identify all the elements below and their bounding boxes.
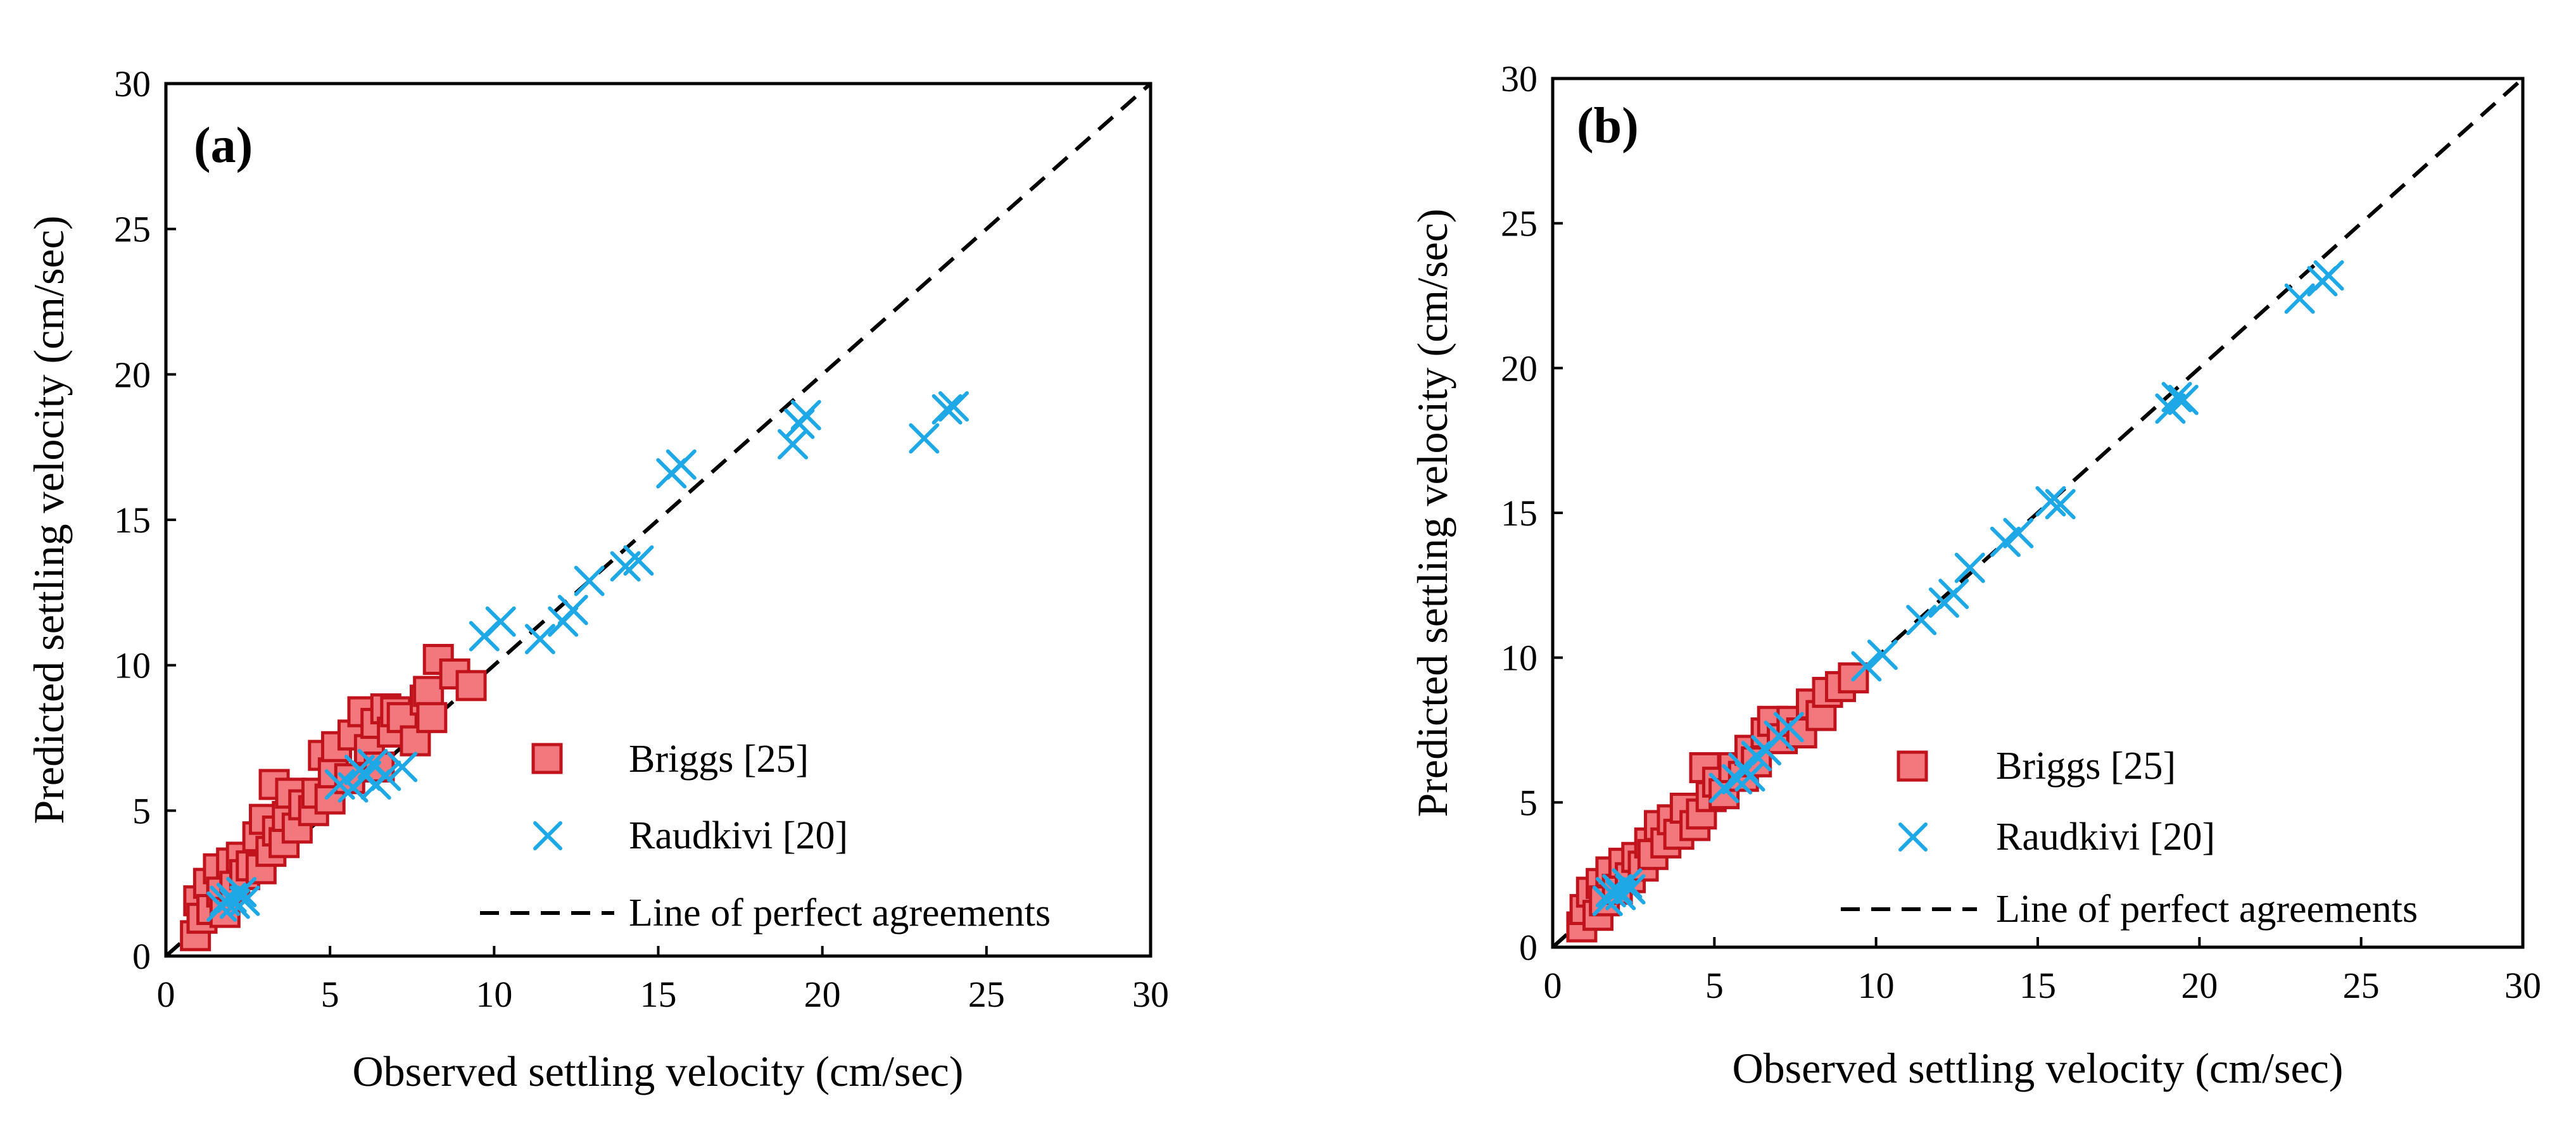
x-tick-label: 25 [2343, 965, 2380, 1006]
chart-panel-a: 0 5 10 15 20 25 30 0 5 10 15 20 25 30 (a) Observed se… [25, 63, 1169, 1095]
raudkivi-point [574, 565, 605, 596]
y-tick-label: 30 [114, 63, 151, 104]
raudkivi-point [1867, 639, 1898, 671]
raudkivi-point [485, 606, 516, 637]
raudkivi-point [1773, 712, 1804, 743]
panel-label: (b) [1577, 98, 1639, 154]
x-axis-label: Observed settling velocity (cm/sec) [1733, 1044, 2344, 1092]
y-axis-label: Predicted settling velocity (cm/sec) [1408, 208, 1456, 817]
y-tick-label: 15 [1501, 493, 1537, 534]
legend: Briggs [25] Raudkivi [20] Line of perfec… [1841, 745, 2418, 931]
raudkivi-point [2284, 283, 2315, 314]
raudkivi-point [1615, 874, 1646, 905]
panel-label: (a) [194, 118, 253, 173]
y-tick-label: 0 [1519, 927, 1537, 968]
y-tick-label: 15 [114, 500, 151, 541]
x-tick-label: 10 [1858, 965, 1895, 1006]
raudkivi-point [2313, 260, 2344, 291]
raudkivi-point [778, 429, 809, 460]
raudkivi-point [2035, 486, 2066, 517]
y-tick-label: 25 [114, 209, 151, 250]
x-tick-label: 15 [640, 974, 677, 1015]
y-tick-label: 25 [1501, 203, 1537, 244]
raudkivi-point [931, 394, 963, 425]
y-tick-label: 20 [1501, 348, 1537, 389]
legend-label-briggs: Briggs [25] [629, 738, 809, 781]
raudkivi-point [623, 545, 654, 576]
briggs-point [413, 676, 445, 707]
x-tick-label: 5 [1705, 965, 1724, 1006]
briggs-point [455, 670, 487, 702]
legend-label-perfect-line: Line of perfect agreements [1996, 888, 2418, 931]
legend-marker-briggs [1897, 750, 1928, 782]
y-tick-label: 5 [132, 790, 151, 831]
x-tick-label: 15 [2019, 965, 2056, 1006]
x-tick-label: 5 [321, 974, 339, 1015]
raudkivi-point [226, 876, 257, 907]
x-tick-label: 30 [1132, 974, 1169, 1015]
raudkivi-point [666, 449, 697, 480]
x-tick-label: 0 [157, 974, 175, 1015]
raudkivi-point [1851, 651, 1882, 682]
raudkivi-point [1734, 761, 1765, 792]
raudkivi-point [2161, 382, 2192, 413]
raudkivi-point [909, 423, 940, 454]
raudkivi-point [370, 760, 401, 791]
raudkivi-point [524, 624, 555, 655]
y-tick-label: 30 [1501, 58, 1537, 99]
y-tick-label: 10 [1501, 638, 1537, 679]
y-tick-label: 20 [114, 354, 151, 395]
legend-marker-briggs [531, 743, 563, 774]
legend-label-briggs: Briggs [25] [1996, 745, 2176, 788]
raudkivi-point [2168, 384, 2199, 415]
x-tick-label: 0 [1544, 965, 1562, 1006]
raudkivi-point [1906, 605, 1937, 636]
x-tick-label: 25 [968, 974, 1005, 1015]
raudkivi-point [790, 400, 821, 431]
x-tick-label: 10 [476, 974, 512, 1015]
plot-frame [164, 82, 1152, 958]
y-tick-label: 0 [132, 936, 151, 977]
raudkivi-point [229, 885, 260, 916]
raudkivi-point [1938, 579, 1969, 610]
raudkivi-point [387, 752, 418, 783]
raudkivi-point [557, 595, 588, 626]
raudkivi-point [2003, 518, 2034, 549]
x-tick-label: 20 [2181, 965, 2218, 1006]
plot-frame [1551, 77, 2525, 949]
legend-label-raudkivi: Raudkivi [20] [629, 814, 848, 857]
legend-label-raudkivi: Raudkivi [20] [1996, 815, 2215, 859]
legend: Briggs [25] Raudkivi [20] Line of perfec… [480, 738, 1051, 935]
raudkivi-point [938, 391, 969, 422]
y-axis-label: Predicted settling velocity (cm/sec) [25, 215, 73, 824]
x-tick-label: 20 [804, 974, 841, 1015]
raudkivi-point [1990, 526, 2021, 557]
x-axis-label: Observed settling velocity (cm/sec) [353, 1047, 964, 1095]
legend-marker-raudkivi [1898, 822, 1928, 852]
raudkivi-point [1954, 552, 1985, 583]
y-tick-label: 10 [114, 645, 151, 686]
raudkivi-point [2045, 489, 2076, 520]
y-tick-label: 5 [1519, 782, 1537, 823]
x-tick-label: 30 [2504, 965, 2541, 1006]
legend-marker-raudkivi [533, 821, 562, 850]
legend-label-perfect-line: Line of perfect agreements [629, 891, 1051, 935]
chart-panel-b: 0 5 10 15 20 25 30 0 5 10 15 20 25 30 (b) Observed se… [1408, 58, 2541, 1092]
briggs-point [416, 702, 448, 733]
